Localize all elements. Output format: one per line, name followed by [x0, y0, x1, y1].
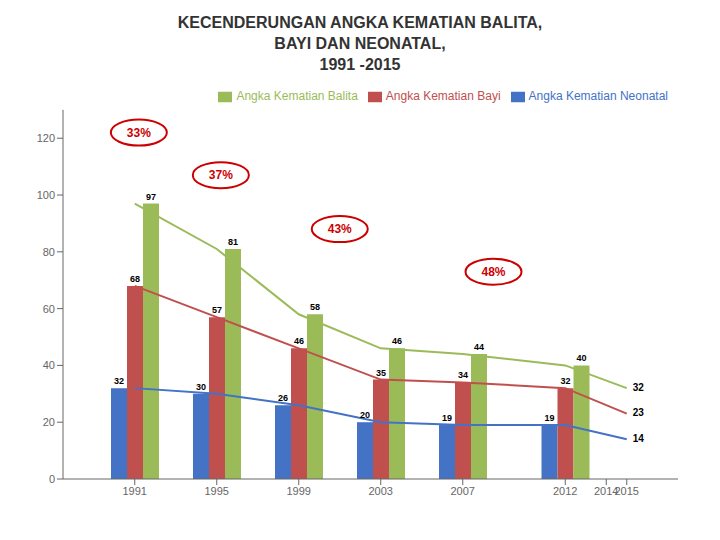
- svg-text:23: 23: [633, 407, 645, 418]
- svg-text:33%: 33%: [127, 126, 151, 140]
- svg-text:1995: 1995: [205, 485, 229, 497]
- svg-text:2014: 2014: [594, 484, 619, 497]
- svg-text:58: 58: [310, 302, 320, 312]
- svg-text:32: 32: [114, 376, 124, 386]
- svg-text:2015: 2015: [615, 485, 639, 497]
- svg-text:80: 80: [43, 246, 55, 258]
- svg-text:60: 60: [43, 303, 55, 315]
- html-text:BAYI DAN NEONATAL,: BAYI DAN NEONATAL,: [274, 35, 446, 52]
- svg-text:32: 32: [633, 382, 645, 393]
- svg-text:57: 57: [212, 305, 222, 315]
- html-text:1991 -2015: 1991 -2015: [319, 56, 401, 73]
- svg-text:46: 46: [392, 336, 402, 346]
- svg-text:68: 68: [130, 274, 140, 284]
- svg-text:120: 120: [37, 132, 55, 144]
- svg-text:1999: 1999: [287, 485, 311, 497]
- html-text:KECENDERUNGAN ANGKA KEMATIAN B: KECENDERUNGAN ANGKA KEMATIAN BALITA,: [177, 14, 543, 31]
- svg-text:2003: 2003: [369, 485, 393, 497]
- svg-text:44: 44: [474, 342, 484, 352]
- html-text:Angka Kematian Balita: Angka Kematian Balita: [236, 89, 358, 103]
- svg-text:19: 19: [544, 413, 554, 423]
- html-text:Angka Kematian Bayi: Angka Kematian Bayi: [385, 89, 501, 103]
- svg-text:48%: 48%: [481, 265, 505, 279]
- svg-text:1991: 1991: [123, 485, 147, 497]
- svg-text:46: 46: [294, 336, 304, 346]
- svg-text:97: 97: [146, 192, 156, 202]
- svg-text:32: 32: [560, 376, 570, 386]
- svg-text:0: 0: [49, 473, 55, 485]
- svg-text:34: 34: [458, 370, 468, 380]
- svg-text:14: 14: [633, 433, 645, 444]
- svg-text:81: 81: [228, 237, 238, 247]
- svg-text:26: 26: [278, 393, 288, 403]
- html-text:Angka Kematian Neonatal: Angka Kematian Neonatal: [528, 89, 668, 103]
- svg-text:19: 19: [442, 413, 452, 423]
- svg-text:2007: 2007: [451, 485, 475, 497]
- svg-text:2012: 2012: [553, 485, 577, 497]
- svg-text:20: 20: [43, 416, 55, 428]
- svg-text:20: 20: [360, 410, 370, 420]
- svg-text:40: 40: [43, 359, 55, 371]
- svg-text:37%: 37%: [209, 168, 233, 182]
- svg-text:30: 30: [196, 382, 206, 392]
- svg-text:100: 100: [37, 189, 55, 201]
- svg-text:43%: 43%: [328, 222, 352, 236]
- svg-text:35: 35: [376, 368, 386, 378]
- svg-text:40: 40: [576, 353, 586, 363]
